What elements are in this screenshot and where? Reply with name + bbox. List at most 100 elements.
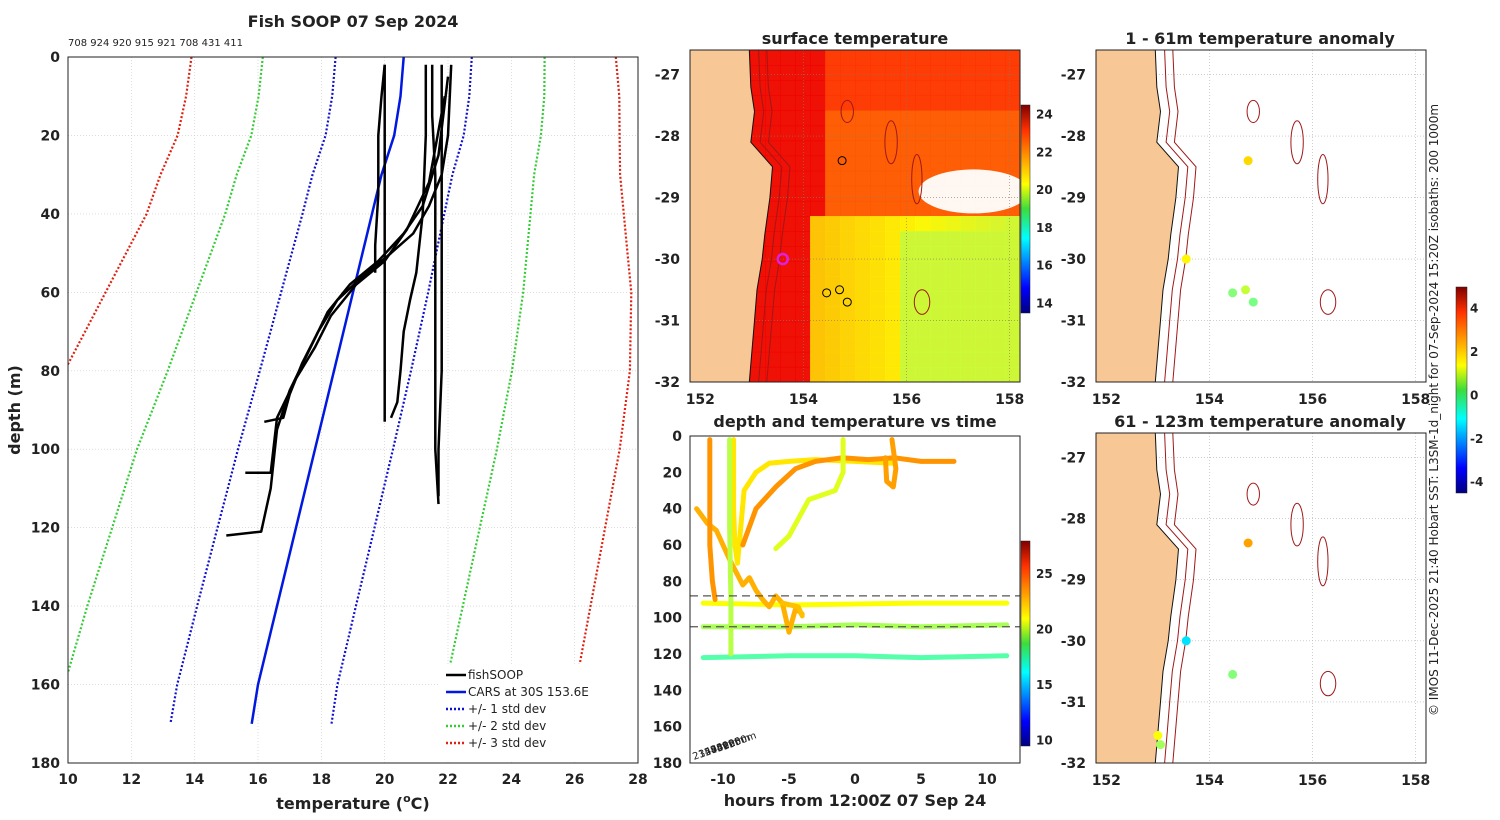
sst-cell (945, 65, 961, 81)
sst-cell (915, 321, 931, 338)
sst-colorbar-tick: 22 (1036, 145, 1053, 159)
sst-cell (990, 321, 1006, 338)
profile-y-tick: 120 (31, 521, 60, 537)
sst-cell (855, 306, 871, 323)
sst-cell (795, 95, 811, 111)
sst-cloud-gap (918, 169, 1020, 214)
sst-cell (960, 276, 976, 293)
map-y-tick: -32 (655, 375, 680, 391)
sst-cell (855, 140, 871, 157)
sst-map-panel: surface temperature 152 154 156 158 -27-28-… (655, 29, 1053, 408)
sst-cell (780, 231, 796, 247)
map-y-tick: -32 (1061, 375, 1086, 391)
sst-cell (765, 65, 781, 81)
sst-cell (810, 366, 826, 382)
sst-cell (915, 200, 931, 217)
sst-cell (960, 336, 976, 353)
seamount-isobath (1290, 502, 1304, 547)
sst-cell (825, 95, 841, 111)
sst-current-station-marker (776, 252, 790, 266)
profile-x-tick: 24 (502, 772, 522, 788)
profile-x-tick: 20 (375, 772, 395, 788)
sst-cell (825, 50, 841, 66)
sst-cell (810, 276, 826, 293)
sst-cell (930, 65, 946, 81)
profile-x-tick: 22 (438, 772, 457, 788)
ts-x-tick: 0 (850, 772, 860, 788)
sst-cell (855, 216, 871, 232)
sst-cell (825, 110, 841, 127)
sst-cell (915, 110, 931, 127)
anomaly-lower-x-ticks: 152 154 156 158 (1092, 773, 1431, 789)
ts-track (882, 437, 899, 490)
sst-cell (885, 216, 901, 232)
sst-cell (885, 170, 901, 187)
sst-cell (930, 336, 946, 353)
isobath-line (1164, 433, 1189, 763)
sst-cell (795, 321, 811, 338)
sst-cell (990, 95, 1006, 111)
sst-cell (1005, 246, 1020, 262)
sst-cell (780, 321, 796, 338)
sst-cell (840, 351, 856, 368)
sst-cell (960, 321, 976, 338)
sst-cell (795, 276, 811, 293)
sst-cell (870, 95, 886, 111)
sst-cell (900, 110, 916, 127)
sst-cell (960, 65, 976, 81)
map-x-tick: 158 (1401, 773, 1430, 789)
sst-cell (930, 291, 946, 308)
sst-cell (885, 80, 901, 96)
sst-cell (1005, 276, 1020, 293)
sst-cell (900, 261, 916, 277)
sst-cell (840, 125, 856, 142)
sst-cell (900, 276, 916, 293)
sst-cell (795, 65, 811, 81)
sst-cell (870, 246, 886, 262)
anomaly-upper-panel: 1 - 61m temperature anomaly 152 154 156 158… (1061, 29, 1431, 408)
sst-cell (810, 231, 826, 247)
ts-y-tick: 100 (653, 611, 682, 627)
sst-cell (810, 216, 826, 232)
sst-cell (930, 80, 946, 96)
profile-panel: Fish SOOP 07 Sep 2024 708 924 920 915 92… (5, 12, 648, 813)
sst-cell (840, 65, 856, 81)
sst-cell (975, 306, 991, 323)
sst-cell (1005, 155, 1020, 172)
sst-cell (945, 110, 961, 127)
sst-cell (915, 231, 931, 247)
sst-cell (840, 185, 856, 202)
sst-cell (750, 65, 766, 81)
sst-cell (975, 351, 991, 368)
sst-cell (885, 336, 901, 353)
sst-cell (840, 321, 856, 338)
sst-cell (975, 216, 991, 232)
sst-cell (975, 95, 991, 111)
sst-cell (765, 276, 781, 293)
profile-axes-box (67, 56, 639, 764)
legend-fishsoop: fishSOOP (468, 668, 523, 682)
map-y-tick: -28 (1061, 129, 1086, 145)
map-y-tick: -31 (1061, 314, 1086, 330)
sst-cell (825, 231, 841, 247)
sst-cell (930, 246, 946, 262)
ts-x-tick: -5 (781, 772, 797, 788)
sst-cell (780, 125, 796, 142)
sst-cell (840, 155, 856, 172)
cars-profile (250, 57, 405, 724)
sst-cell (915, 291, 931, 308)
sst-cell (1005, 351, 1020, 368)
sst-cell (900, 80, 916, 96)
profile-lines (68, 57, 633, 724)
std-dev-1-right (330, 57, 473, 724)
sst-cell (900, 200, 916, 217)
sst-cell (810, 321, 826, 338)
sst-cell (795, 140, 811, 157)
sst-cell (870, 155, 886, 172)
sst-cell (870, 216, 886, 232)
sst-cell (990, 246, 1006, 262)
sst-cell (945, 351, 961, 368)
sst-cell (930, 261, 946, 277)
sst-colorbar-tick: 18 (1036, 221, 1053, 235)
anomaly-colorbar-tick: 0 (1470, 388, 1478, 402)
